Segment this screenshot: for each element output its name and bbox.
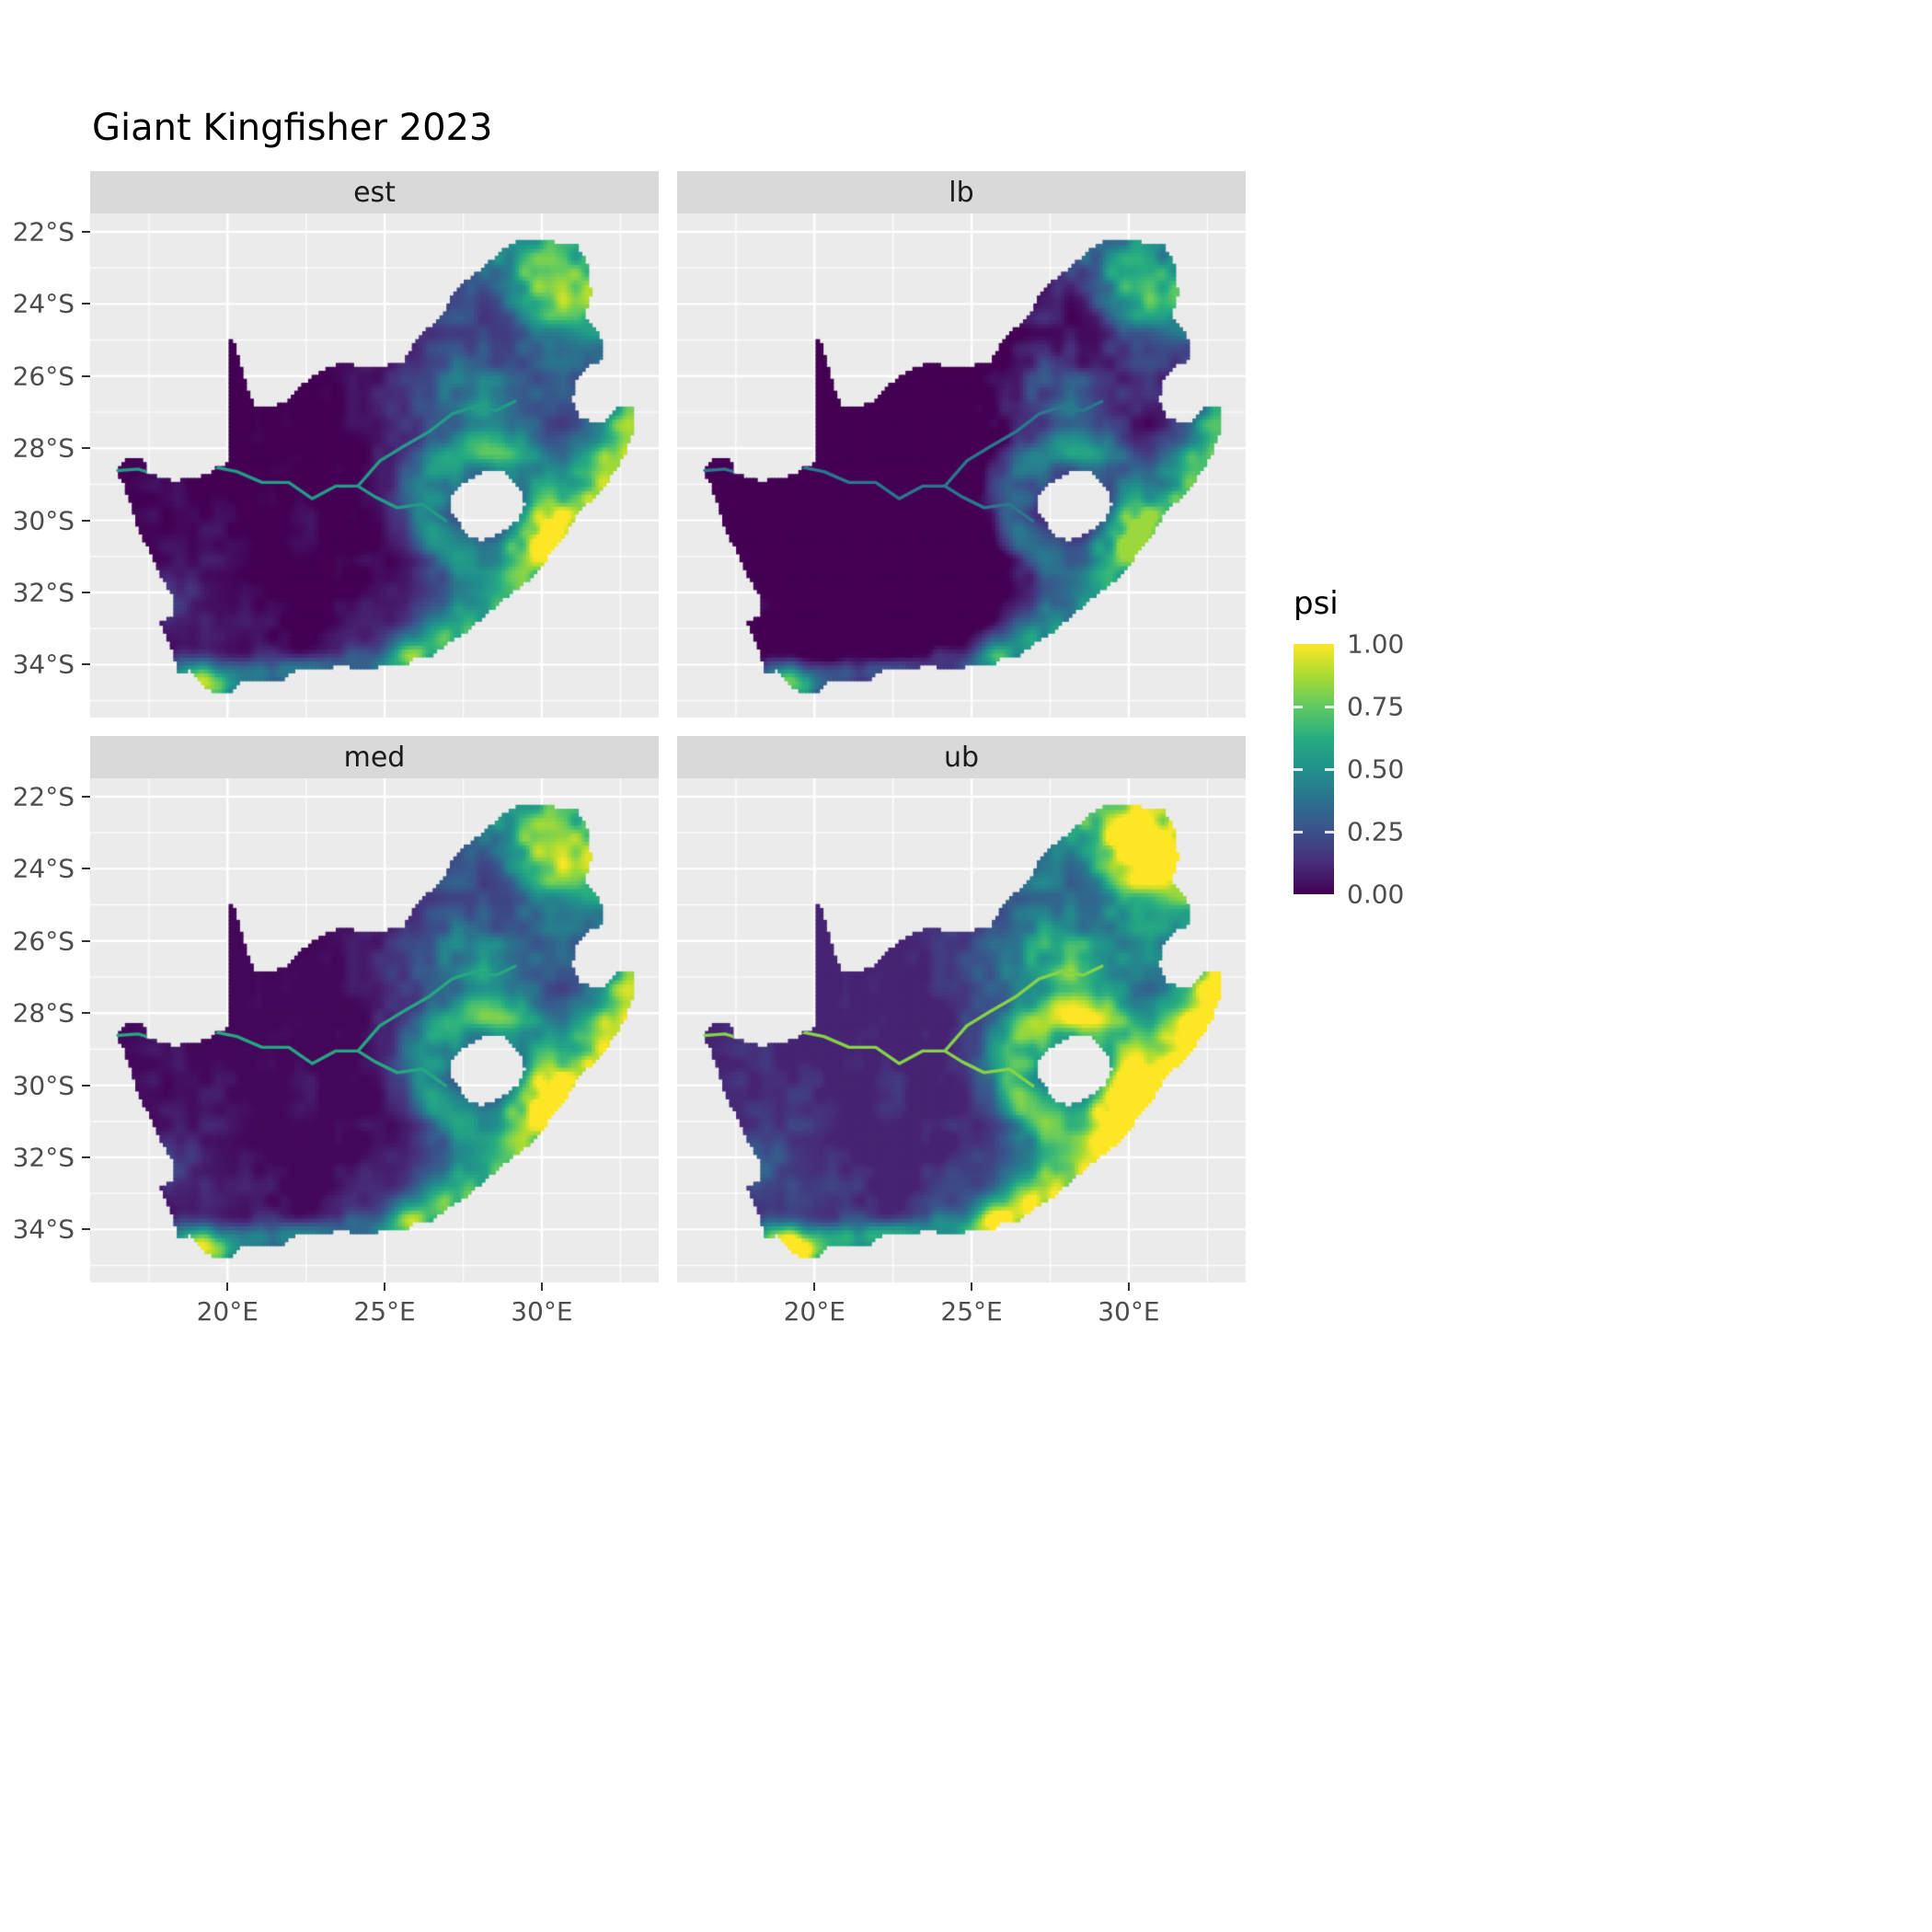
x-tick-label: 25°E [940,1296,1003,1327]
x-tick-mark [1127,1282,1130,1291]
y-tick-mark [82,1228,90,1231]
x-tick-mark [813,1282,816,1291]
y-tick-mark [82,795,90,798]
facet-strip-ub: ub [677,736,1246,778]
y-tick-label: 22°S [12,216,75,247]
y-tick-label: 32°S [12,1142,75,1173]
y-tick-mark [82,303,90,305]
legend-tick-label: 1.00 [1347,628,1405,660]
y-tick-mark [82,230,90,233]
y-tick-mark [82,591,90,593]
facet-strip-label-lb: lb [949,176,974,209]
y-tick-label: 28°S [12,432,75,464]
legend-tick-label: 0.25 [1347,816,1405,847]
x-tick-label: 20°E [783,1296,845,1327]
legend-tick-label: 0.00 [1347,879,1405,910]
legend-tick-mark [1325,705,1334,708]
map-canvas-est [90,213,659,718]
facet-strip-label-est: est [353,176,396,209]
facet-panel-med [90,778,659,1282]
y-tick-label: 30°S [12,1070,75,1101]
legend-tick-mark [1325,830,1334,834]
y-tick-mark [82,1012,90,1015]
y-tick-mark [82,939,90,942]
x-tick-label: 20°E [196,1296,259,1327]
legend-tick-mark [1294,830,1303,834]
y-tick-label: 34°S [12,649,75,680]
x-tick-mark [971,1282,973,1291]
y-tick-mark [82,1156,90,1158]
x-tick-mark [540,1282,543,1291]
y-tick-label: 24°S [12,853,75,884]
y-tick-label: 24°S [12,288,75,319]
x-tick-mark [384,1282,386,1291]
x-tick-label: 30°E [511,1296,573,1327]
facet-panel-ub [677,778,1246,1282]
map-canvas-ub [677,778,1246,1282]
legend-tick-mark [1325,767,1334,771]
facet-panel-est [90,213,659,718]
y-tick-label: 22°S [12,781,75,812]
legend-tick-mark [1294,705,1303,708]
y-tick-label: 26°S [12,926,75,957]
y-tick-mark [82,374,90,377]
plot-title: Giant Kingfisher 2023 [92,107,493,149]
y-tick-label: 32°S [12,577,75,608]
facet-strip-label-med: med [343,741,406,774]
y-tick-mark [82,663,90,666]
facet-strip-est: est [90,171,659,213]
y-tick-label: 34°S [12,1213,75,1245]
facet-strip-lb: lb [677,171,1246,213]
x-tick-label: 25°E [353,1296,416,1327]
map-canvas-med [90,778,659,1282]
x-tick-mark [226,1282,229,1291]
map-canvas-lb [677,213,1246,718]
y-tick-mark [82,519,90,522]
y-tick-label: 30°S [12,505,75,536]
y-tick-mark [82,868,90,870]
y-tick-label: 26°S [12,361,75,392]
legend-tick-label: 0.50 [1347,753,1405,785]
legend-tick-label: 0.75 [1347,691,1405,722]
facet-panel-lb [677,213,1246,718]
legend-title: psi [1294,585,1339,622]
facet-strip-med: med [90,736,659,778]
x-tick-label: 30°E [1098,1296,1160,1327]
facet-strip-label-ub: ub [943,741,980,774]
y-tick-mark [82,1084,90,1087]
y-tick-mark [82,447,90,450]
y-tick-label: 28°S [12,997,75,1029]
legend-tick-mark [1294,767,1303,771]
